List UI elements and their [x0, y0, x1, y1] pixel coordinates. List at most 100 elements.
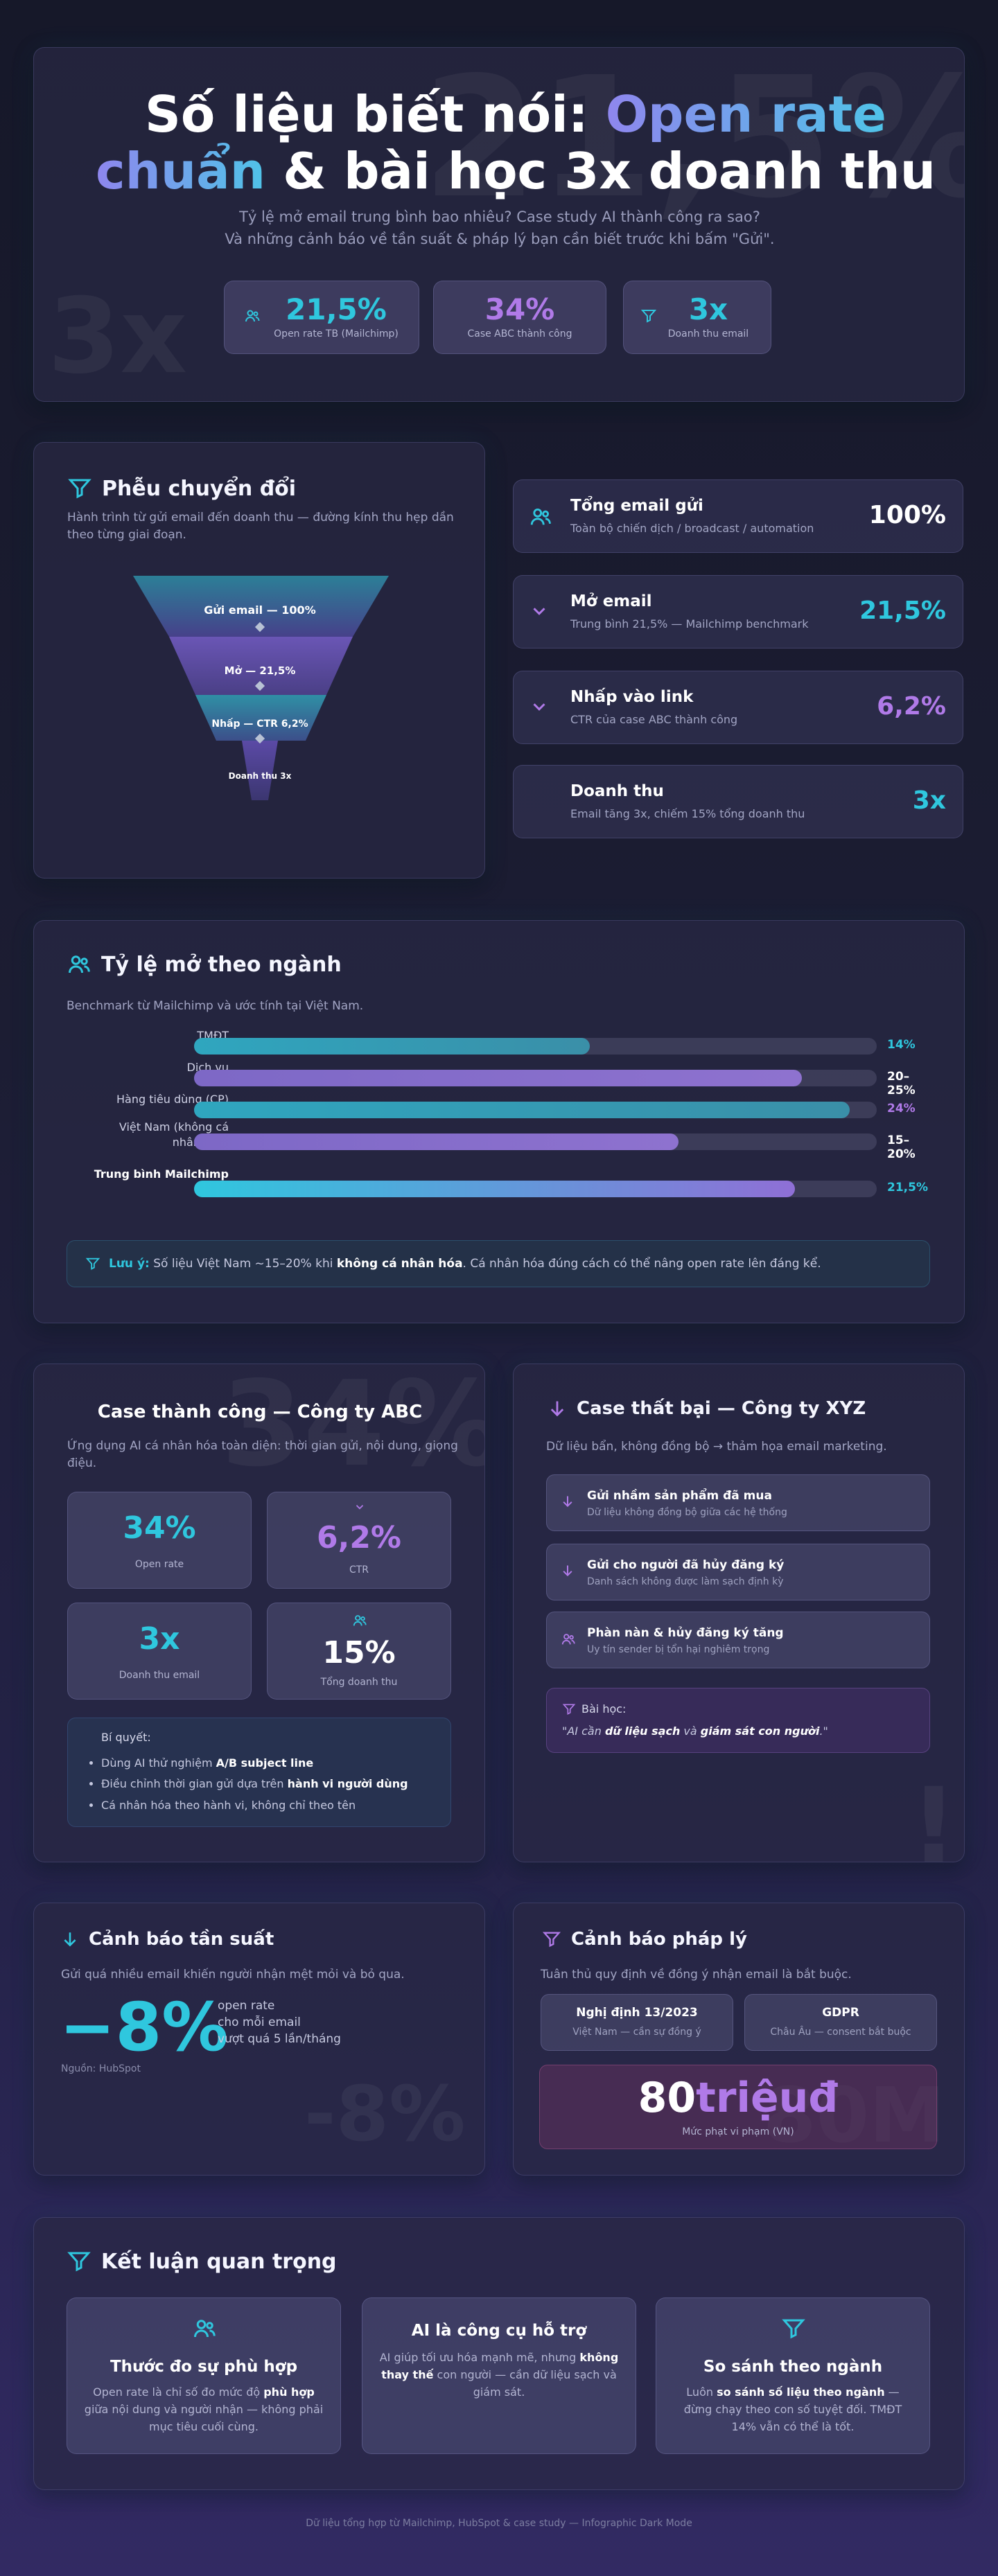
- users-icon: [67, 952, 91, 977]
- case-ghost-number: 34%: [221, 1364, 485, 1493]
- arrow-down-icon: [548, 1399, 567, 1418]
- hero-ghost-3x: 3x: [48, 276, 188, 397]
- metric-value: 34%: [123, 1510, 196, 1546]
- chevron-down-icon: [529, 601, 550, 621]
- metric-ctr: 6,2% CTR: [267, 1492, 451, 1589]
- funnel-description: Hành trình từ gửi email đến doanh thu — …: [67, 511, 454, 542]
- conclusion-card-ai: AI là công cụ hỗ trợ AI giúp tối ưu hóa …: [362, 2297, 636, 2454]
- secret-item: Điều chỉnh thời gian gửi dựa trên hành v…: [101, 1774, 408, 1794]
- stage-value: 3x: [912, 786, 946, 815]
- stat-case-abc: 34% Case ABC thành công: [433, 281, 606, 354]
- fail-ghost-mark: !: [910, 1766, 958, 1862]
- legal-title: Cảnh báo pháp lý: [542, 1929, 747, 1950]
- arrow-down-icon: [561, 1564, 575, 1578]
- law-card-gdpr: GDPR Châu Âu — consent bắt buộc: [744, 1994, 937, 2051]
- stage-desc: Trung bình 21,5% — Mailchimp benchmark: [570, 617, 809, 630]
- secret-box: Bí quyết: Dùng AI thử nghiệm A/B subject…: [67, 1718, 451, 1827]
- funnel-level-2: Mở — 21,5%: [224, 664, 296, 677]
- funnel-title: Phễu chuyển đổi: [67, 476, 296, 501]
- chevron-down-icon: [529, 696, 550, 717]
- hero-card: 21,5% 3x Số liệu biết nói: Open rate chu…: [33, 47, 965, 402]
- industry-bar-track: [194, 1038, 877, 1055]
- funnel-icon: [67, 476, 92, 501]
- fine-amount: 80triệuđ: [638, 2074, 839, 2122]
- metric-value: 3x: [139, 1621, 180, 1657]
- industry-bar-label: Trung bình Mailchimp: [94, 1167, 229, 1181]
- industry-bar-value: 15–20%: [887, 1133, 916, 1161]
- industry-bar-track: [194, 1070, 877, 1086]
- frequency-ghost: -8%: [304, 2070, 466, 2158]
- users-icon: [352, 1613, 367, 1628]
- fine-box: 80triệuđ Mức phạt vi phạm (VN): [539, 2065, 937, 2149]
- stage-clicked: Nhấp vào link CTR của case ABC thành côn…: [513, 671, 963, 744]
- metric-value: 15%: [322, 1635, 396, 1670]
- metric-label: Open rate: [134, 1559, 184, 1570]
- stat-revenue: 3x Doanh thu email: [623, 281, 771, 354]
- frequency-text: open rate cho mỗi email vượt quá 5 lần/t…: [218, 1999, 341, 2046]
- conclusion-card-fit: Thước đo sự phù hợp Open rate là chỉ số …: [67, 2297, 341, 2454]
- footer-text: Dữ liệu tổng hợp từ Mailchimp, HubSpot &…: [306, 2518, 692, 2529]
- stage-desc: Email tăng 3x, chiếm 15% tổng doanh thu: [570, 807, 805, 820]
- industry-bar-row: Dịch vụ 20–25%: [69, 1060, 922, 1097]
- industry-bar-track: [194, 1102, 877, 1118]
- legal-description: Tuân thủ quy định về đồng ý nhận email l…: [541, 1968, 852, 1982]
- funnel-icon: [640, 308, 657, 324]
- arrow-down-icon: [561, 1494, 575, 1508]
- stage-title: Tổng email gửi: [570, 497, 703, 515]
- secret-item: Cá nhân hóa theo hành vi, không chỉ theo…: [101, 1795, 408, 1816]
- stage-desc: Toàn bộ chiến dịch / broadcast / automat…: [570, 522, 814, 535]
- users-icon: [192, 2316, 217, 2341]
- metric-label: Tổng doanh thu: [320, 1677, 398, 1688]
- lesson-title: Bài học:: [581, 1702, 627, 1715]
- funnel-layer-4: [242, 741, 278, 800]
- lesson-quote: "AI cần dữ liệu sạch và giám sát con ngư…: [562, 1724, 828, 1738]
- industry-bar-fill: [194, 1181, 795, 1197]
- case-success-card: 34% Case thành công — Công ty ABC Ứng dụ…: [33, 1364, 485, 1862]
- stat-label: Open rate TB (Mailchimp): [274, 328, 399, 339]
- industry-bar-value: 24%: [887, 1102, 916, 1115]
- industry-bar-fill: [194, 1038, 590, 1055]
- industry-bar-row: TMĐT 14%: [69, 1028, 922, 1056]
- metric-value: 6,2%: [316, 1520, 402, 1555]
- case-fail-description: Dữ liệu bẩn, không đồng bộ → thảm họa em…: [546, 1440, 887, 1454]
- industry-bar-value: 20–25%: [887, 1070, 916, 1097]
- case-success-title: Case thành công — Công ty ABC: [97, 1402, 423, 1422]
- funnel-graphic: [133, 576, 389, 800]
- stage-value: 6,2%: [877, 692, 946, 721]
- stage-desc: CTR của case ABC thành công: [570, 713, 738, 726]
- stage-title: Doanh thu: [570, 782, 664, 800]
- industry-bar-row: Hàng tiêu dùng (CP) 24%: [69, 1092, 922, 1120]
- funnel-icon: [67, 2249, 91, 2274]
- industry-bar-fill: [194, 1070, 802, 1086]
- stage-value: 100%: [868, 501, 946, 529]
- hero-subtitle-1: Tỷ lệ mở email trung bình bao nhiêu? Cas…: [239, 209, 760, 225]
- frequency-description: Gửi quá nhiều email khiến người nhận mệt…: [61, 1968, 405, 1982]
- frequency-source: Nguồn: HubSpot: [61, 2063, 141, 2074]
- chevron-down-icon: [353, 1501, 366, 1513]
- funnel-icon: [542, 1930, 561, 1949]
- metric-label: Doanh thu email: [119, 1670, 200, 1681]
- frequency-title: Cảnh báo tần suất: [61, 1929, 274, 1950]
- case-success-description: Ứng dụng AI cá nhân hóa toàn diện: thời …: [67, 1439, 458, 1470]
- arrow-down-icon: [61, 1930, 79, 1948]
- users-icon: [529, 505, 552, 529]
- industry-description: Benchmark từ Mailchimp và ước tính tại V…: [67, 999, 364, 1013]
- industry-note: Lưu ý: Số liệu Việt Nam ~15–20% khi khôn…: [67, 1240, 930, 1287]
- industry-bar-row: Việt Nam (không cá nhân hóa)15–20%: [69, 1120, 922, 1161]
- stat-open-rate: 21,5% Open rate TB (Mailchimp): [224, 281, 419, 354]
- industry-bar-track: [194, 1133, 877, 1150]
- stat-label: Case ABC thành công: [467, 328, 572, 339]
- stage-title: Mở email: [570, 592, 652, 610]
- stat-label: Doanh thu email: [667, 328, 749, 339]
- funnel-icon: [781, 2316, 806, 2341]
- industry-title: Tỷ lệ mở theo ngành: [67, 952, 342, 977]
- stage-revenue: Doanh thu Email tăng 3x, chiếm 15% tổng …: [513, 765, 963, 838]
- funnel-layer-2: [169, 637, 353, 695]
- funnel-level-1: Gửi email — 100%: [204, 603, 316, 617]
- stage-title: Nhấp vào link: [570, 688, 694, 706]
- fine-label: Mức phạt vi phạm (VN): [682, 2126, 794, 2137]
- funnel-card: Phễu chuyển đổi Hành trình từ gửi email …: [33, 442, 485, 879]
- funnel-icon: [85, 1256, 100, 1271]
- fail-item-wrong-product: Gửi nhầm sản phẩm đã mua Dữ liệu không đ…: [546, 1474, 930, 1531]
- lesson-box: Bài học: "AI cần dữ liệu sạch và giám sá…: [546, 1688, 930, 1753]
